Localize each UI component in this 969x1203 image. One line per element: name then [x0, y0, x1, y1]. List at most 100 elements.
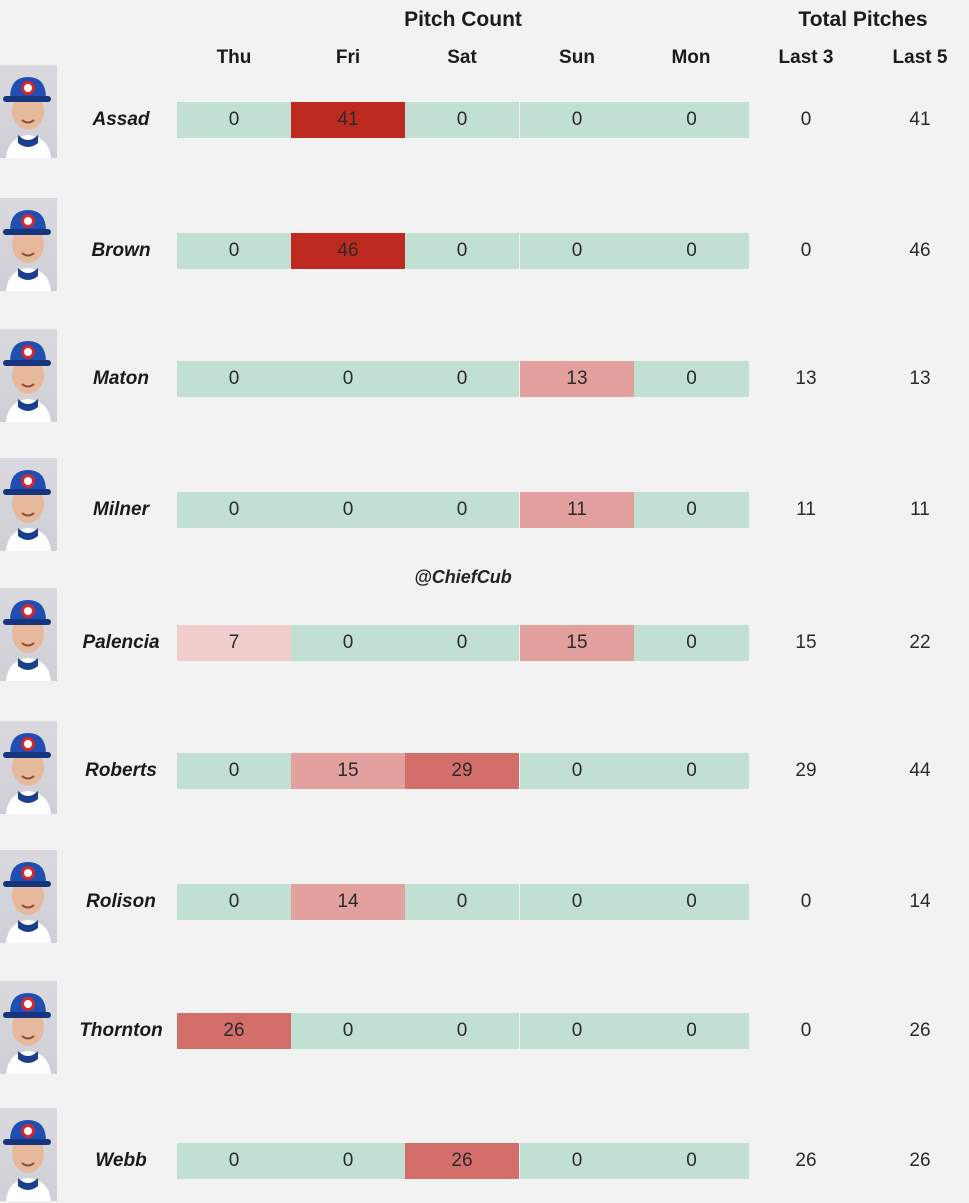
pitch-count-cell-mon: 0	[634, 361, 749, 397]
table-row: Rolison 0 14 0 0 0 0 14	[0, 850, 969, 945]
total-last3-cell: 0	[800, 1020, 812, 1041]
pitch-count-cell-fri: 46	[291, 233, 405, 269]
player-name: Assad	[92, 109, 150, 130]
pitch-count-cell-sun: 0	[520, 1013, 634, 1049]
total-last5-cell: 44	[909, 760, 931, 781]
table-row: Brown 0 46 0 0 0 0 46	[0, 198, 969, 293]
pitch-count-cell-mon: 0	[634, 233, 749, 269]
pitch-count-cell-thu: 0	[177, 753, 291, 789]
total-last5-cell: 41	[909, 109, 931, 130]
total-last3-cell: 15	[795, 632, 817, 653]
pitch-count-cell-fri: 41	[291, 102, 405, 138]
table-row: Thornton 26 0 0 0 0 0 26	[0, 981, 969, 1076]
player-name: Brown	[91, 240, 151, 261]
pitch-count-cell-sat: 29	[405, 753, 519, 789]
column-header-last5: Last 5	[892, 47, 948, 68]
player-name: Palencia	[82, 632, 160, 653]
column-header-fri: Fri	[335, 47, 361, 68]
pitch-count-cell-mon: 0	[634, 492, 749, 528]
pitch-count-cell-mon: 0	[634, 884, 749, 920]
player-name: Webb	[95, 1150, 147, 1171]
pitch-count-cell-sat: 0	[405, 492, 519, 528]
watermark: @ChiefCub	[414, 567, 512, 587]
pitch-count-cell-sat: 0	[405, 102, 519, 138]
pitch-count-cell-fri: 0	[291, 361, 405, 397]
player-photo	[0, 1108, 57, 1201]
pitch-count-cell-fri: 0	[291, 1143, 405, 1179]
pitch-count-cell-sun: 0	[520, 102, 634, 138]
table-row: Assad 0 41 0 0 0 0 41	[0, 65, 969, 160]
player-name: Roberts	[85, 760, 157, 781]
pitch-count-cell-thu: 7	[177, 625, 291, 661]
column-header-last3: Last 3	[778, 47, 834, 68]
total-pitches-header: Total Pitches	[798, 8, 928, 31]
pitch-count-cell-fri: 0	[291, 1013, 405, 1049]
pitch-count-cell-fri: 15	[291, 753, 405, 789]
total-last5-cell: 13	[909, 368, 931, 389]
total-last3-cell: 26	[795, 1150, 817, 1171]
player-photo	[0, 65, 57, 158]
pitch-count-cell-thu: 26	[177, 1013, 291, 1049]
table-row: Milner 0 0 0 11 0 11 11	[0, 458, 969, 553]
pitch-count-cell-thu: 0	[177, 361, 291, 397]
player-name: Thornton	[79, 1020, 163, 1041]
pitch-count-cell-thu: 0	[177, 1143, 291, 1179]
player-photo	[0, 981, 57, 1074]
total-last3-cell: 11	[796, 499, 816, 520]
column-header-sat: Sat	[447, 47, 477, 68]
pitch-count-cell-mon: 0	[634, 753, 749, 789]
pitch-count-cell-mon: 0	[634, 1143, 749, 1179]
pitch-count-cell-sat: 0	[405, 625, 519, 661]
player-photo	[0, 588, 57, 681]
pitch-count-cell-sun: 0	[520, 233, 634, 269]
pitch-count-cell-mon: 0	[634, 1013, 749, 1049]
pitch-count-cell-thu: 0	[177, 233, 291, 269]
column-header-mon: Mon	[671, 47, 711, 68]
pitch-count-cell-fri: 0	[291, 625, 405, 661]
pitch-count-cell-fri: 0	[291, 492, 405, 528]
pitch-count-cell-fri: 14	[291, 884, 405, 920]
total-last5-cell: 46	[909, 240, 931, 261]
total-last5-cell: 22	[909, 632, 931, 653]
table-row: Roberts 0 15 29 0 0 29 44	[0, 721, 969, 816]
pitch-count-cell-sun: 0	[520, 753, 634, 789]
player-photo	[0, 721, 57, 814]
pitch-count-cell-sun: 0	[520, 1143, 634, 1179]
table-row: Palencia 7 0 0 15 0 15 22	[0, 588, 969, 683]
total-last5-cell: 11	[910, 499, 930, 520]
pitch-count-cell-sun: 11	[520, 492, 634, 528]
player-name: Rolison	[86, 891, 156, 912]
column-header-sun: Sun	[559, 47, 595, 68]
player-name: Milner	[93, 499, 149, 520]
table-row: Maton 0 0 0 13 0 13 13	[0, 329, 969, 424]
total-last3-cell: 13	[795, 368, 817, 389]
pitch-count-cell-thu: 0	[177, 492, 291, 528]
pitch-count-cell-thu: 0	[177, 884, 291, 920]
player-photo	[0, 850, 57, 943]
pitch-count-cell-sun: 15	[520, 625, 634, 661]
column-header-thu: Thu	[216, 47, 252, 68]
total-last3-cell: 0	[800, 109, 812, 130]
total-last5-cell: 26	[909, 1150, 931, 1171]
pitch-count-cell-sat: 0	[405, 361, 519, 397]
pitch-count-cell-mon: 0	[634, 625, 749, 661]
pitch-count-cell-sat: 0	[405, 233, 519, 269]
pitch-count-cell-mon: 0	[634, 102, 749, 138]
pitch-count-cell-sat: 26	[405, 1143, 519, 1179]
total-last3-cell: 29	[795, 760, 817, 781]
player-name: Maton	[93, 368, 149, 389]
total-last3-cell: 0	[800, 240, 812, 261]
player-photo	[0, 329, 57, 422]
player-photo	[0, 458, 57, 551]
total-last5-cell: 14	[909, 891, 931, 912]
pitch-count-cell-sun: 13	[520, 361, 634, 397]
table-row: Webb 0 0 26 0 0 26 26	[0, 1108, 969, 1203]
player-photo	[0, 198, 57, 291]
pitch-count-cell-sat: 0	[405, 884, 519, 920]
pitch-count-cell-sat: 0	[405, 1013, 519, 1049]
pitch-count-cell-sun: 0	[520, 884, 634, 920]
total-last3-cell: 0	[800, 891, 812, 912]
pitch-count-cell-thu: 0	[177, 102, 291, 138]
pitch-count-header: Pitch Count	[404, 8, 522, 31]
total-last5-cell: 26	[909, 1020, 931, 1041]
